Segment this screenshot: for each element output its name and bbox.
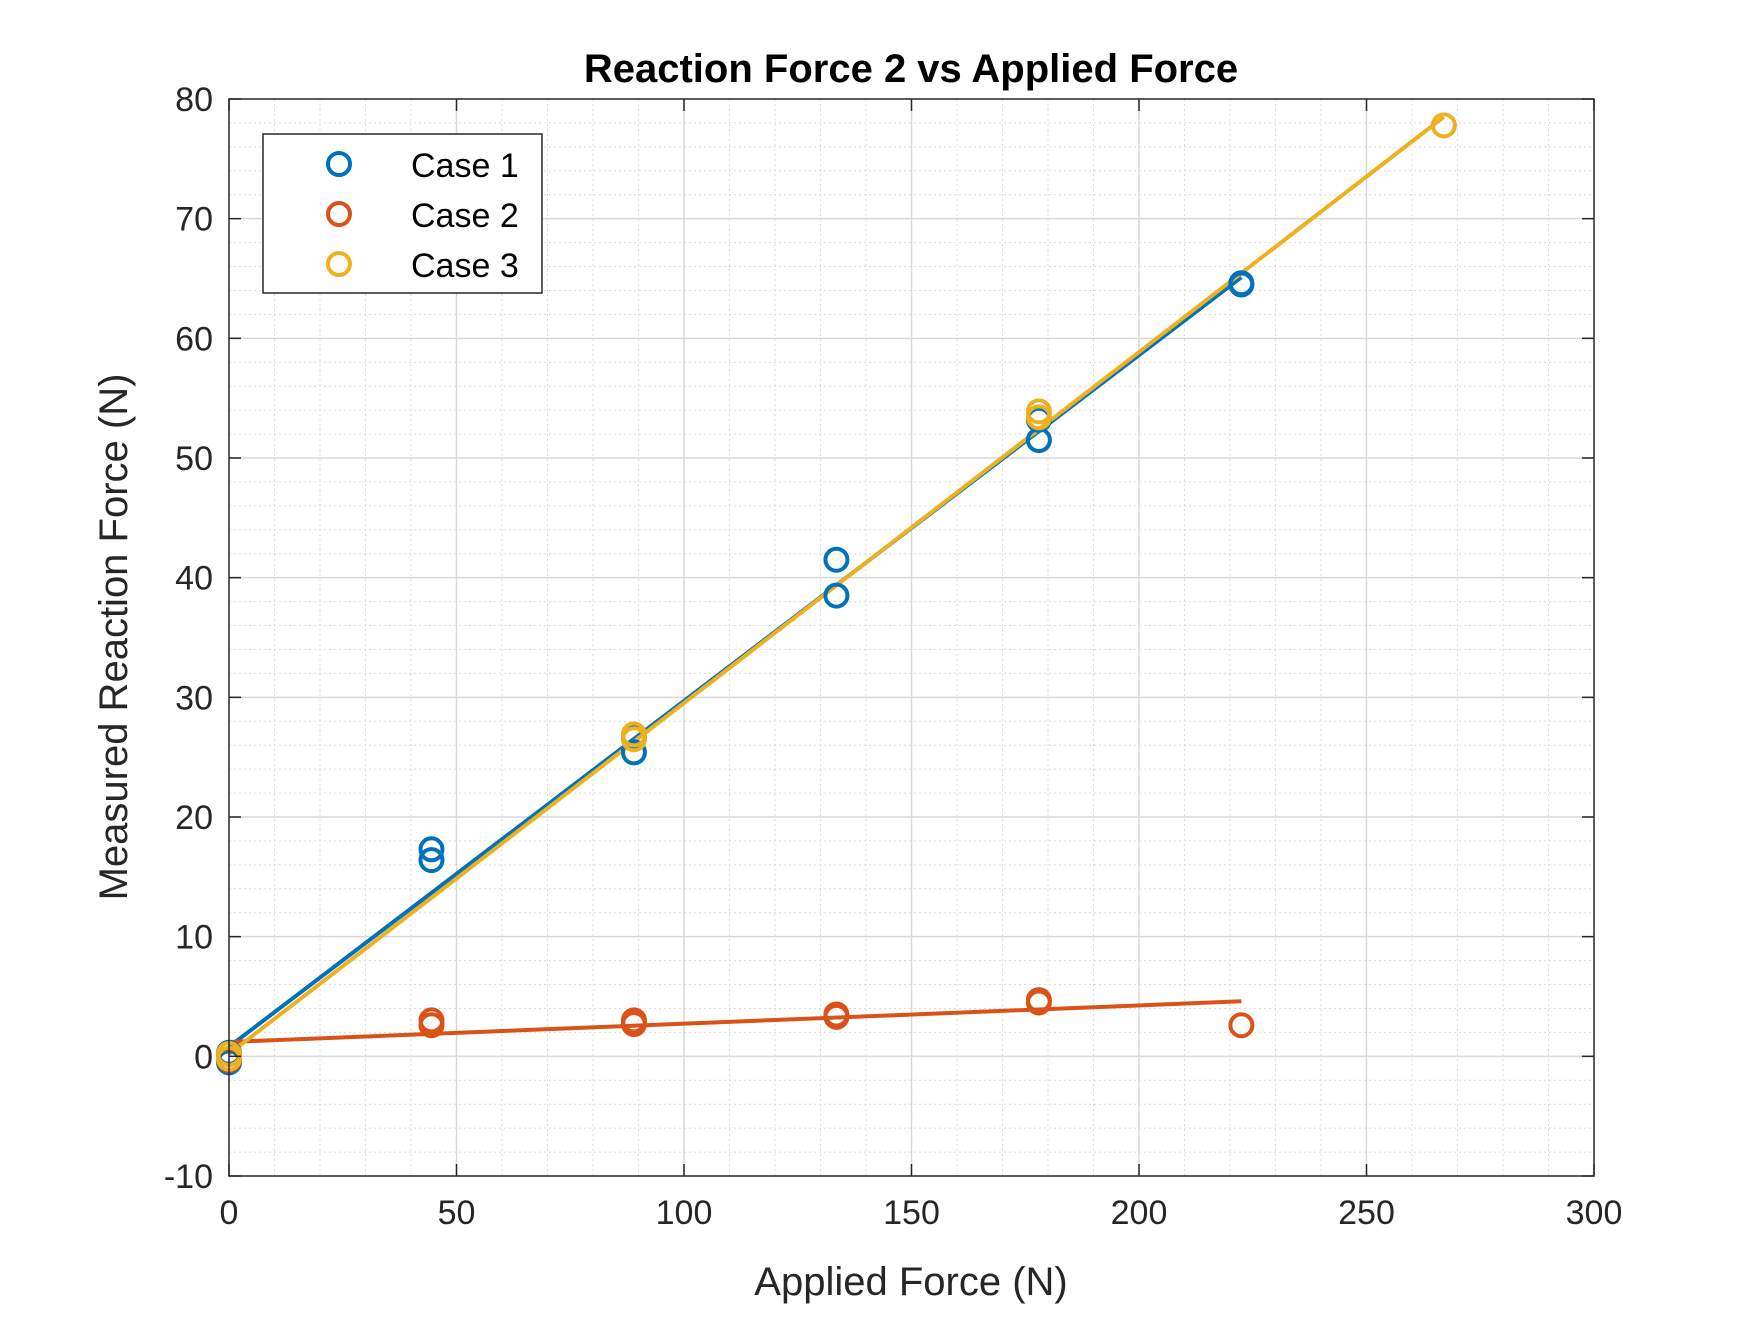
- data-point-case-1: [1228, 270, 1255, 297]
- fit-line-case-2: [228, 999, 1242, 1044]
- legend-marker-case-2: [326, 201, 352, 227]
- x-axis-title: Applied Force (N): [754, 1260, 1067, 1304]
- legend-box: [262, 133, 543, 294]
- y-tick-label: 70: [175, 201, 213, 239]
- y-tick-label: 50: [175, 440, 213, 478]
- y-tick-label: 60: [175, 320, 213, 358]
- chart-title: Reaction Force 2 vs Applied Force: [584, 47, 1238, 91]
- y-tick-label: 0: [194, 1038, 213, 1076]
- data-point-case-3: [1430, 112, 1457, 139]
- data-point-case-3: [1025, 404, 1052, 431]
- data-point-case-1: [418, 836, 445, 863]
- x-tick-label: 100: [656, 1194, 713, 1232]
- data-point-case-3: [620, 726, 647, 753]
- x-tick-label: 50: [438, 1194, 476, 1232]
- data-point-case-2: [823, 1003, 850, 1030]
- data-point-case-1: [823, 582, 850, 609]
- legend-entry-case-1: Case 1: [326, 147, 519, 185]
- data-point-case-1: [620, 739, 647, 766]
- legend: Case 1 Case 2 Case 3: [262, 133, 543, 294]
- x-tick-label: 150: [883, 1194, 940, 1232]
- data-point-case-1: [823, 546, 850, 573]
- legend-label-case-3: Case 3: [411, 247, 519, 285]
- y-tick-label: 80: [175, 81, 213, 119]
- x-tick-label: 250: [1338, 1194, 1395, 1232]
- legend-entry-case-3: Case 3: [326, 247, 519, 285]
- y-tick-label: -10: [164, 1158, 213, 1196]
- y-axis-title: Measured Reaction Force (N): [92, 374, 136, 901]
- x-tick-label: 200: [1111, 1194, 1168, 1232]
- x-tick-labels: 0 50 100 150 200 250 300: [220, 1194, 1623, 1232]
- x-tick-label: 300: [1566, 1194, 1623, 1232]
- legend-marker-case-1: [326, 151, 352, 177]
- y-tick-labels: -10 0 10 20 30 40 50 60 70 80: [164, 81, 213, 1196]
- legend-label-case-1: Case 1: [411, 147, 519, 185]
- axes: [228, 98, 1595, 1177]
- data-point-case-2: [1228, 1012, 1255, 1039]
- data-point-case-2: [1025, 987, 1052, 1014]
- y-tick-label: 20: [175, 799, 213, 837]
- data-point-case-2: [418, 1012, 445, 1039]
- y-tick-label: 10: [175, 919, 213, 957]
- y-tick-label: 40: [175, 560, 213, 598]
- legend-marker-case-3: [326, 251, 352, 277]
- data-point-case-2: [620, 1007, 647, 1034]
- legend-label-case-2: Case 2: [411, 197, 519, 235]
- data-point-case-1: [418, 847, 445, 874]
- y-tick-label: 30: [175, 679, 213, 717]
- x-tick-label: 0: [220, 1194, 239, 1232]
- legend-entry-case-2: Case 2: [326, 197, 519, 235]
